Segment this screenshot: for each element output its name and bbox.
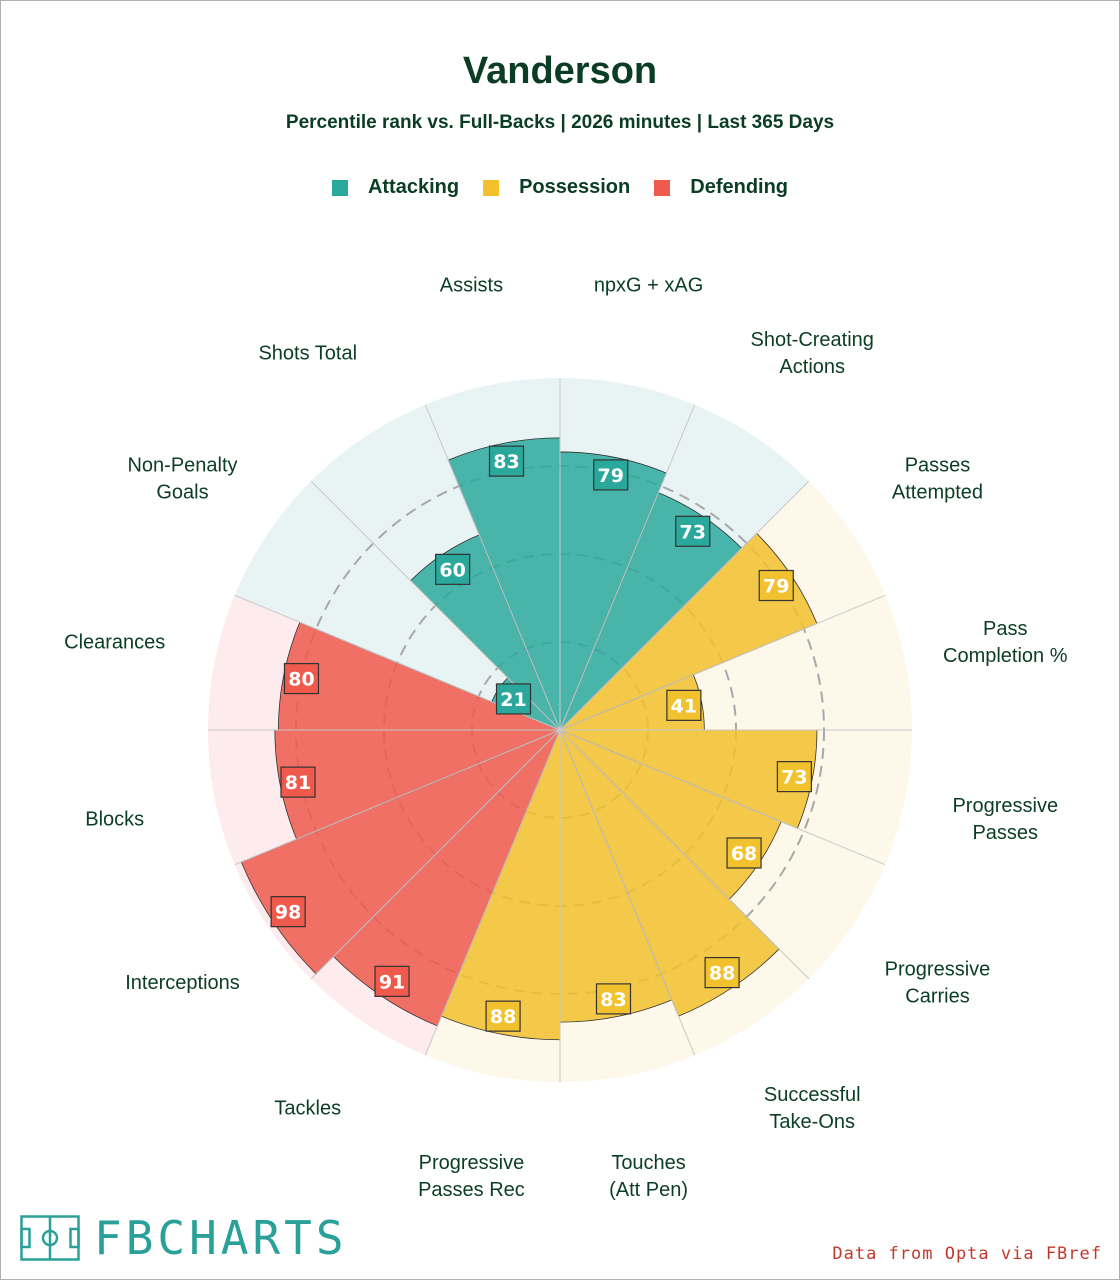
category-label: Assists [440,275,503,297]
category-label: Shots Total [258,343,357,365]
value-label-text: 41 [671,695,697,717]
value-label-text: 83 [600,989,626,1011]
value-label-text: 88 [490,1006,516,1028]
category-label: Progressive Passes [952,795,1058,844]
value-label: 73 [675,515,711,547]
value-label-box [675,515,711,547]
category-label: Successful Take-Ons [764,1084,861,1133]
chart-subtitle: Percentile rank vs. Full-Backs | 2026 mi… [285,112,835,133]
category-labels: npxG + xAG Shot-Creating Actions Passes Atte… [64,275,1068,1201]
value-label-text: 60 [439,559,465,581]
category-label: Touches (Att Pen) [609,1152,688,1201]
bar [559,729,673,1023]
logo-text: FBCHARTS [94,1211,348,1265]
bar [440,729,561,1041]
value-label-box [485,1000,521,1032]
legend-item-defending: Defending [654,176,788,199]
spoke [424,729,561,1056]
value-label-box [435,553,471,585]
fbcharts-logo: FBCHARTS [20,1212,348,1264]
value-label-box [374,965,410,997]
category-label: Progressive Passes Rec [418,1152,525,1201]
legend-label-defending: Defending [690,176,789,198]
category-label: Clearances [64,631,165,653]
value-labels: 79 73 79 41 73 68 88 83 88 91 98 81 80 21 60 83 [270,445,812,1032]
value-label-box [495,683,532,715]
category-label: Blocks [85,809,144,831]
value-label-text: 81 [285,772,311,794]
bar [447,437,561,731]
value-label-box [593,459,629,491]
legend-item-possession: Possession [483,176,630,199]
category-label: Pass Completion % [943,618,1068,667]
value-label-text: 91 [379,971,405,993]
data-source: Data from Opta via FBref [832,1244,1102,1264]
value-label: 68 [726,837,762,869]
legend-swatch-attacking [331,179,348,196]
value-label-text: 88 [709,963,735,985]
value-label-box [270,896,306,928]
value-label: 41 [666,689,702,721]
spoke [559,729,886,866]
value-label: 81 [280,766,316,798]
value-label-text: 79 [598,465,624,487]
value-label-box [283,662,320,695]
value-label-box [666,689,702,721]
legend-swatch-possession [483,179,500,196]
value-label: 79 [593,459,629,491]
value-label-text: 21 [500,689,526,711]
spoke [559,729,696,1056]
spoke [559,404,696,731]
value-label-box [726,837,762,869]
category-label: Interceptions [125,972,240,994]
value-label: 80 [283,662,320,695]
value-label-text: 73 [680,521,706,543]
spoke [559,729,810,980]
spoke [234,729,561,866]
legend-label-attacking: Attacking [367,176,460,198]
category-label: Progressive Carries [885,959,991,1008]
legend: Attacking Possession Defending [0,176,1120,199]
value-label-text: 79 [763,576,789,598]
chart-title: Vanderson [462,50,658,92]
category-label: Non-Penalty Goals [127,454,237,503]
value-label-text: 68 [731,843,757,865]
pitch-icon [20,1215,80,1261]
legend-swatch-defending [654,179,671,196]
legend-item-attacking: Attacking [331,176,460,199]
value-label: 91 [374,965,410,997]
spokes [208,378,912,1082]
value-label-box [595,983,632,1015]
spoke [310,729,561,980]
value-label-text: 73 [781,767,807,789]
value-label: 60 [435,553,471,585]
value-label-box [758,569,794,602]
spoke [559,594,886,731]
value-label: 79 [758,569,794,602]
value-label: 83 [488,445,525,477]
value-label-box [280,766,316,798]
category-label: npxG + xAG [594,275,704,297]
value-label-text: 98 [275,902,301,924]
value-label: 83 [595,983,632,1015]
value-label-box [776,761,812,793]
background-sector [234,481,561,730]
spoke [424,404,561,731]
spoke [559,480,810,731]
value-label-box [704,956,740,989]
value-label: 88 [485,1000,521,1032]
bars [240,437,818,1041]
value-label-box [488,445,525,477]
category-label: Shot-Creating Actions [751,329,874,378]
value-label: 98 [270,896,306,928]
value-label-text: 83 [493,451,519,473]
legend-label-possession: Possession [519,176,631,198]
category-label: Tackles [274,1097,341,1119]
value-label-text: 80 [288,669,314,691]
value-label: 88 [704,956,740,989]
value-label: 21 [495,683,532,715]
value-label: 73 [776,761,812,793]
category-label: Passes Attempted [892,454,983,503]
